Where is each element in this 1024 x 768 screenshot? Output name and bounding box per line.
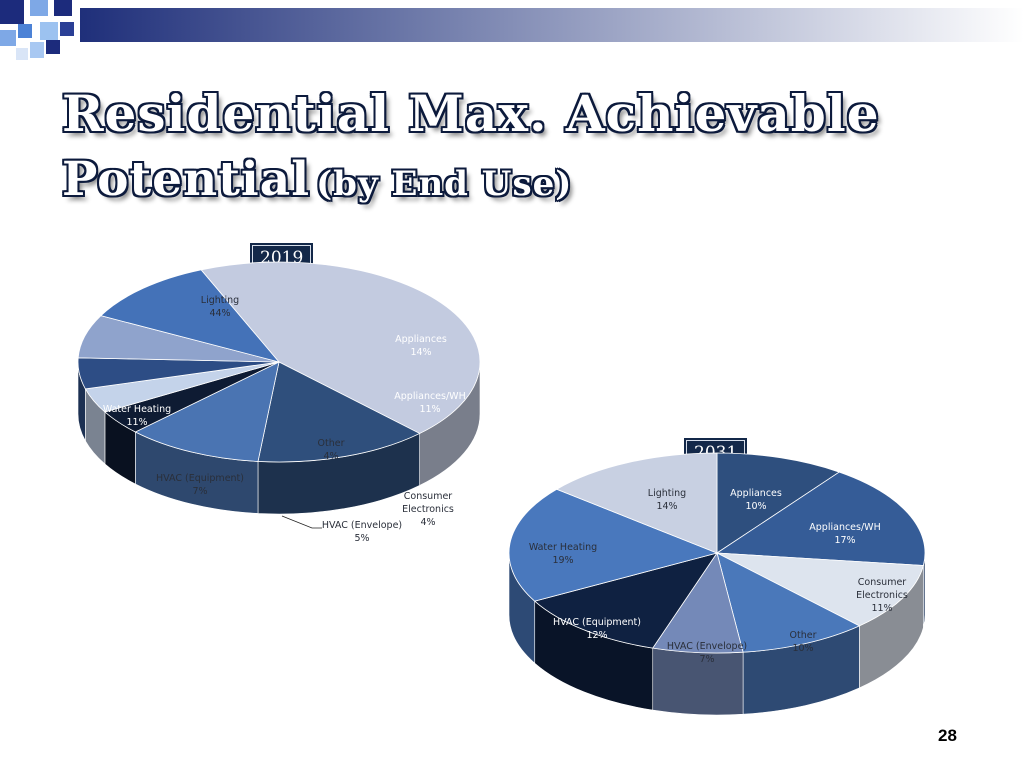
chart-2031-label-hvac-envelope-value: 7%	[699, 654, 714, 665]
chart-2031-slice-water-heating	[508, 488, 719, 602]
chart-2019-slice-water-heating	[100, 269, 281, 363]
chart-2031-label-other: Other	[790, 630, 817, 641]
chart-2031-slice-lighting	[555, 452, 718, 554]
chart-2019-label-hvac-equipment-value: 7%	[192, 486, 207, 497]
chart-2019-label-water-heating: Water Heating	[103, 404, 171, 415]
page-number: 28	[938, 726, 957, 745]
chart-2019-label-other: Other	[318, 438, 345, 449]
chart-2019-label-hvac-envelope-value: 5%	[354, 533, 369, 544]
chart-2031-slice-other	[716, 552, 861, 653]
chart-2019-slice-lighting	[200, 261, 481, 434]
chart-2019-slice-appliances	[257, 361, 421, 463]
chart-2031-label-appliances-value: 10%	[745, 501, 766, 512]
chart-2019-slices	[77, 261, 481, 463]
slide-title-potential: Potential	[62, 152, 311, 207]
slide-title-line-1: Residential Max. Achievable	[62, 84, 880, 143]
chart-2031-slice-appliances-wh	[715, 471, 926, 566]
title-decoration-squares	[0, 0, 1024, 60]
chart-2019-label-hvac-equipment: HVAC (Equipment)	[156, 473, 244, 484]
chart-2031-label-appliances: Appliances	[730, 488, 782, 499]
chart-2031-label-consumer-electronics-value: 11%	[871, 603, 892, 614]
chart-2031-slices	[508, 452, 926, 654]
chart-2031-label-appliances-wh-value: 17%	[834, 535, 855, 546]
chart-2031-label-other-value: 10%	[792, 643, 813, 654]
chart-2031-label-appliances-wh: Appliances/WH	[809, 522, 880, 533]
chart-2019-label-consumer-electronics-value: 4%	[420, 517, 435, 528]
chart-2031-slice-appliances	[716, 452, 841, 554]
chart-2031-label-water-heating: Water Heating	[529, 542, 597, 553]
chart-2019-label-consumer-electronics: Consumer Electronics	[402, 491, 454, 515]
chart-2031-label-lighting-value: 14%	[656, 501, 677, 512]
chart-2031-slice-hvac-equipment	[533, 552, 718, 649]
chart-2031-label-hvac-envelope: HVAC (Envelope)	[667, 641, 747, 652]
chart-2019-label-appliances: Appliances	[395, 334, 447, 345]
chart-2019-label-hvac-envelope: HVAC (Envelope)	[322, 520, 402, 531]
chart-2031-label-water-heating-value: 19%	[552, 555, 573, 566]
chart-2019-pie: Lighting 44% Appliances 14% Appliances/WH 11%…	[77, 261, 481, 544]
slide-title-subtitle: (by End Use)	[316, 164, 573, 204]
chart-2019-labels: Lighting 44% Appliances 14% Appliances/WH 11%…	[103, 295, 466, 544]
chart-2031-label-lighting: Lighting	[648, 488, 686, 499]
chart-2019-label-appliances-wh-value: 11%	[419, 404, 440, 415]
chart-2019-slice-appliances-wh	[134, 361, 280, 462]
chart-2019-label-other-value: 4%	[323, 451, 338, 462]
chart-2031-slice-consumer-electronics	[716, 552, 924, 627]
chart-2019-label-lighting-value: 44%	[209, 308, 230, 319]
chart-2019-side-walls	[77, 361, 481, 515]
chart-2031-label-consumer-electronics: Consumer Electronics	[856, 577, 908, 601]
chart-2031-pie: Appliances 10% Appliances/WH 17% Consumer Ele…	[508, 452, 926, 716]
slide-title-line-2: Potential (by End Use)	[62, 152, 572, 207]
chart-2031-labels: Appliances 10% Appliances/WH 17% Consumer Ele…	[529, 488, 908, 665]
chart-2019-label-hvac-envelope-leader	[281, 515, 322, 529]
chart-2031-label-hvac-equipment: HVAC (Equipment)	[553, 617, 641, 628]
chart-2031-wall-hvac-envelope	[652, 647, 744, 716]
chart-2019-label-appliances-wh: Appliances/WH	[394, 391, 465, 402]
chart-2019-label-water-heating-value: 11%	[126, 417, 147, 428]
chart-2019-label-lighting: Lighting	[201, 295, 239, 306]
chart-2019-label-appliances-value: 14%	[410, 347, 431, 358]
chart-2031-side-walls	[508, 552, 926, 716]
chart-2031-label-hvac-equipment-value: 12%	[586, 630, 607, 641]
